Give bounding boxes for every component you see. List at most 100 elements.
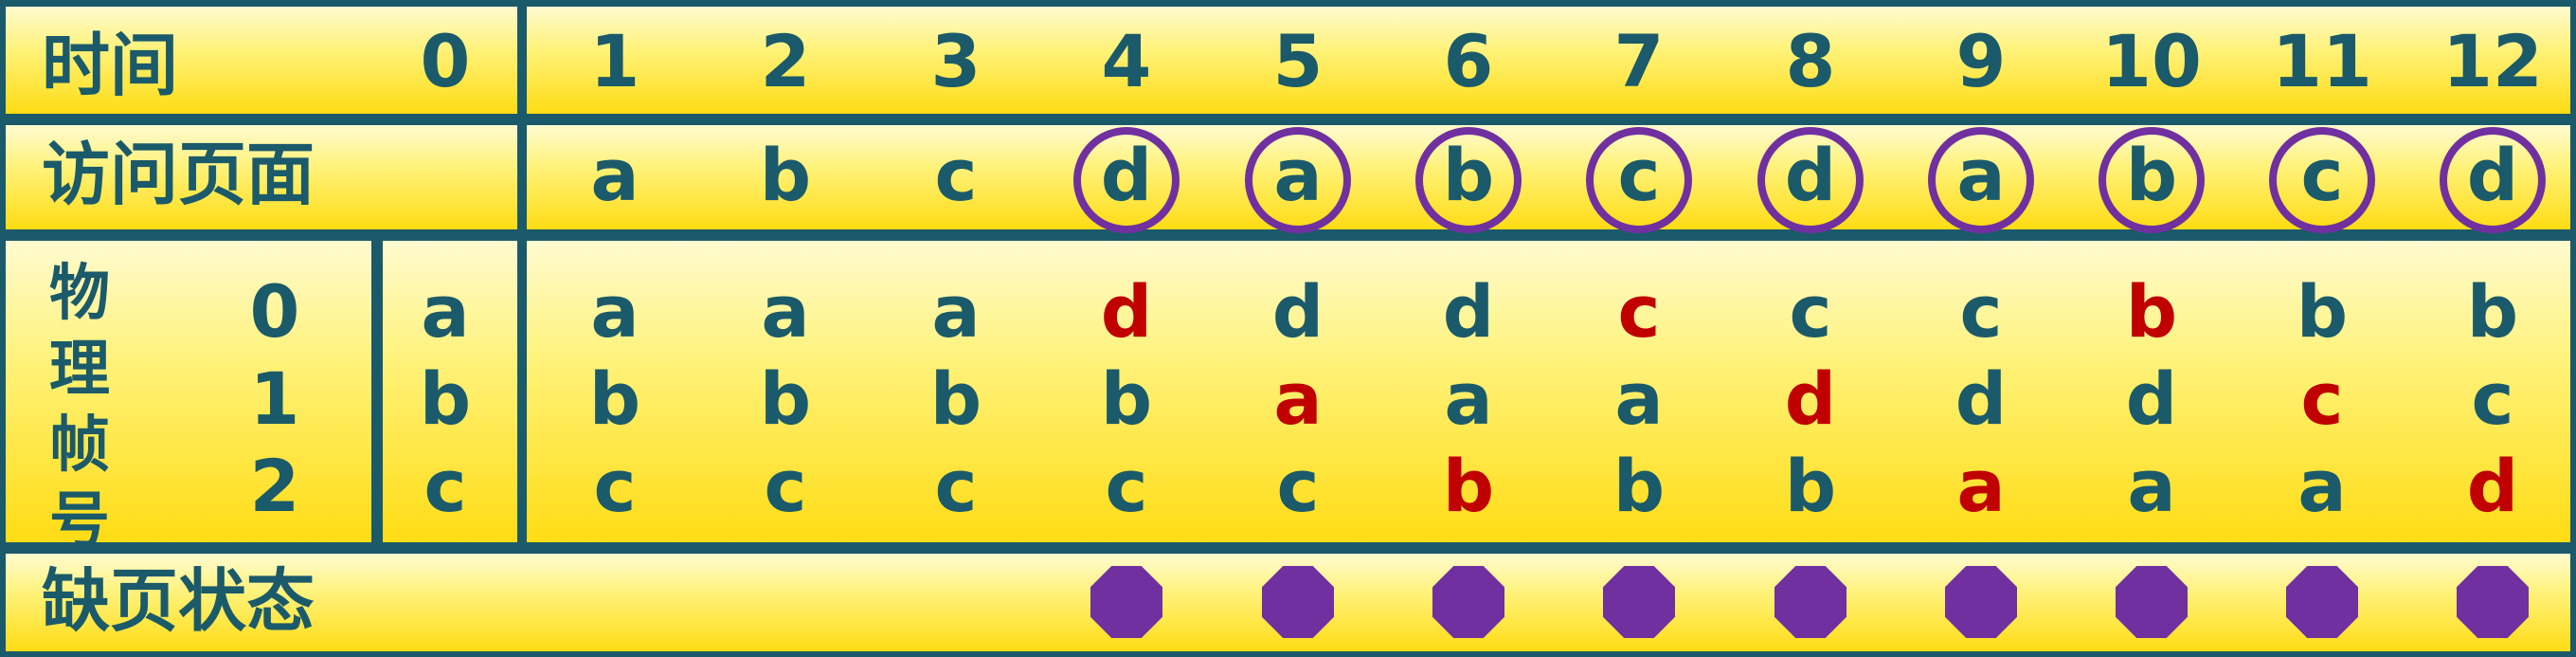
time-value: 4: [1101, 19, 1152, 103]
fault-circle: [1928, 127, 2034, 233]
access-page: c: [1617, 133, 1661, 217]
time-value: 6: [1443, 19, 1494, 103]
frame-values-cell: [527, 241, 2570, 542]
frame-value: b: [1612, 444, 1666, 528]
frame-value: c: [934, 444, 978, 528]
fault-circle: [2099, 127, 2205, 233]
frame-value: c: [1959, 269, 2003, 354]
frame-value: b: [419, 356, 472, 441]
access-values-cell: [527, 125, 2570, 229]
frame-value: b: [588, 356, 641, 441]
page-fault-marker: [1945, 566, 2017, 638]
time-label-cell: [6, 7, 517, 114]
time-value: 12: [2442, 19, 2543, 103]
frame-value: a: [590, 269, 639, 354]
frame-label-cell: [6, 241, 371, 542]
frame-label-char: 物: [49, 259, 110, 329]
frame-label-char: 号: [49, 486, 110, 557]
time-value: 1: [589, 19, 640, 103]
frame-value: c: [1617, 269, 1661, 354]
frame-value: a: [1444, 356, 1493, 441]
time-value: 3: [930, 19, 982, 103]
access-page: a: [590, 133, 639, 217]
access-page: d: [1100, 133, 1153, 217]
page-fault-marker: [2457, 566, 2529, 638]
time-value: 11: [2272, 19, 2372, 103]
frame-value: c: [1789, 269, 1832, 354]
frame-value: b: [929, 356, 982, 441]
fault-circle: [2269, 127, 2375, 233]
frame-value: c: [2471, 356, 2514, 441]
fault-circle: [1073, 127, 1180, 233]
access-page: d: [2466, 133, 2519, 217]
frame-value: a: [2127, 444, 2176, 528]
access-page: a: [1273, 133, 1323, 217]
time-value: 0: [420, 19, 471, 103]
fault-circle: [1415, 127, 1522, 233]
frame-value: d: [1100, 269, 1153, 354]
frame-value: d: [1784, 356, 1837, 441]
fault-circle: [2440, 127, 2546, 233]
access-label-cell: [6, 125, 517, 229]
page-fault-marker: [1432, 566, 1504, 638]
frame-value: b: [1784, 444, 1837, 528]
frame-value: b: [2296, 269, 2349, 354]
fault-circle: [1245, 127, 1351, 233]
frame-value: a: [1273, 356, 1323, 441]
frame-value: b: [1100, 356, 1153, 441]
time-value: 5: [1272, 19, 1324, 103]
access-label: 访问页面: [42, 135, 315, 214]
frame-value: d: [1955, 356, 2008, 441]
time-values-cell: [527, 7, 2570, 114]
time-label: 时间: [42, 26, 179, 105]
page-fault-marker: [1774, 566, 1846, 638]
frame-value: c: [1276, 444, 1320, 528]
frame-value: a: [931, 269, 981, 354]
time-value: 2: [760, 19, 811, 103]
frame-value: a: [1614, 356, 1664, 441]
frame-value: a: [421, 269, 470, 354]
frame-label-char: 理: [49, 335, 110, 405]
page-fault-marker: [1090, 566, 1162, 638]
frame-value: d: [2466, 444, 2519, 528]
fault-label: 缺页状态: [42, 561, 315, 641]
frame-label-char: 帧: [49, 411, 110, 481]
page-fault-marker: [2116, 566, 2188, 638]
frame-value: c: [1105, 444, 1148, 528]
frame-id: 2: [249, 444, 300, 528]
time-value: 7: [1613, 19, 1665, 103]
frame-value: d: [1271, 269, 1324, 354]
access-page: c: [2300, 133, 2344, 217]
frame-value: c: [2300, 356, 2344, 441]
frame-value: a: [1956, 444, 2006, 528]
frame-value: a: [2297, 444, 2347, 528]
access-page: a: [1956, 133, 2006, 217]
fault-circle: [1586, 127, 1692, 233]
frame-value: d: [2125, 356, 2178, 441]
page-fault-marker: [1262, 566, 1334, 638]
time-value: 8: [1785, 19, 1836, 103]
frame-initial-cell: [383, 241, 517, 542]
frame-value: b: [759, 356, 812, 441]
fault-circle: [1757, 127, 1864, 233]
frame-value: c: [593, 444, 637, 528]
time-value: 10: [2101, 19, 2202, 103]
frame-value: a: [761, 269, 810, 354]
frame-id: 0: [249, 269, 300, 354]
page-fault-marker: [2286, 566, 2358, 638]
frame-value: b: [2125, 269, 2178, 354]
frame-id: 1: [249, 356, 300, 441]
frame-value: c: [423, 444, 467, 528]
frame-value: b: [1442, 444, 1495, 528]
frame-value: b: [2466, 269, 2519, 354]
page-fault-marker: [1603, 566, 1675, 638]
frame-value: c: [764, 444, 807, 528]
access-page: b: [759, 133, 812, 217]
frame-number-label: 物 理 帧 号: [42, 256, 117, 559]
access-page: c: [934, 133, 978, 217]
time-value: 9: [1955, 19, 2007, 103]
frame-value: d: [1442, 269, 1495, 354]
access-page: b: [2125, 133, 2178, 217]
access-page: d: [1784, 133, 1837, 217]
